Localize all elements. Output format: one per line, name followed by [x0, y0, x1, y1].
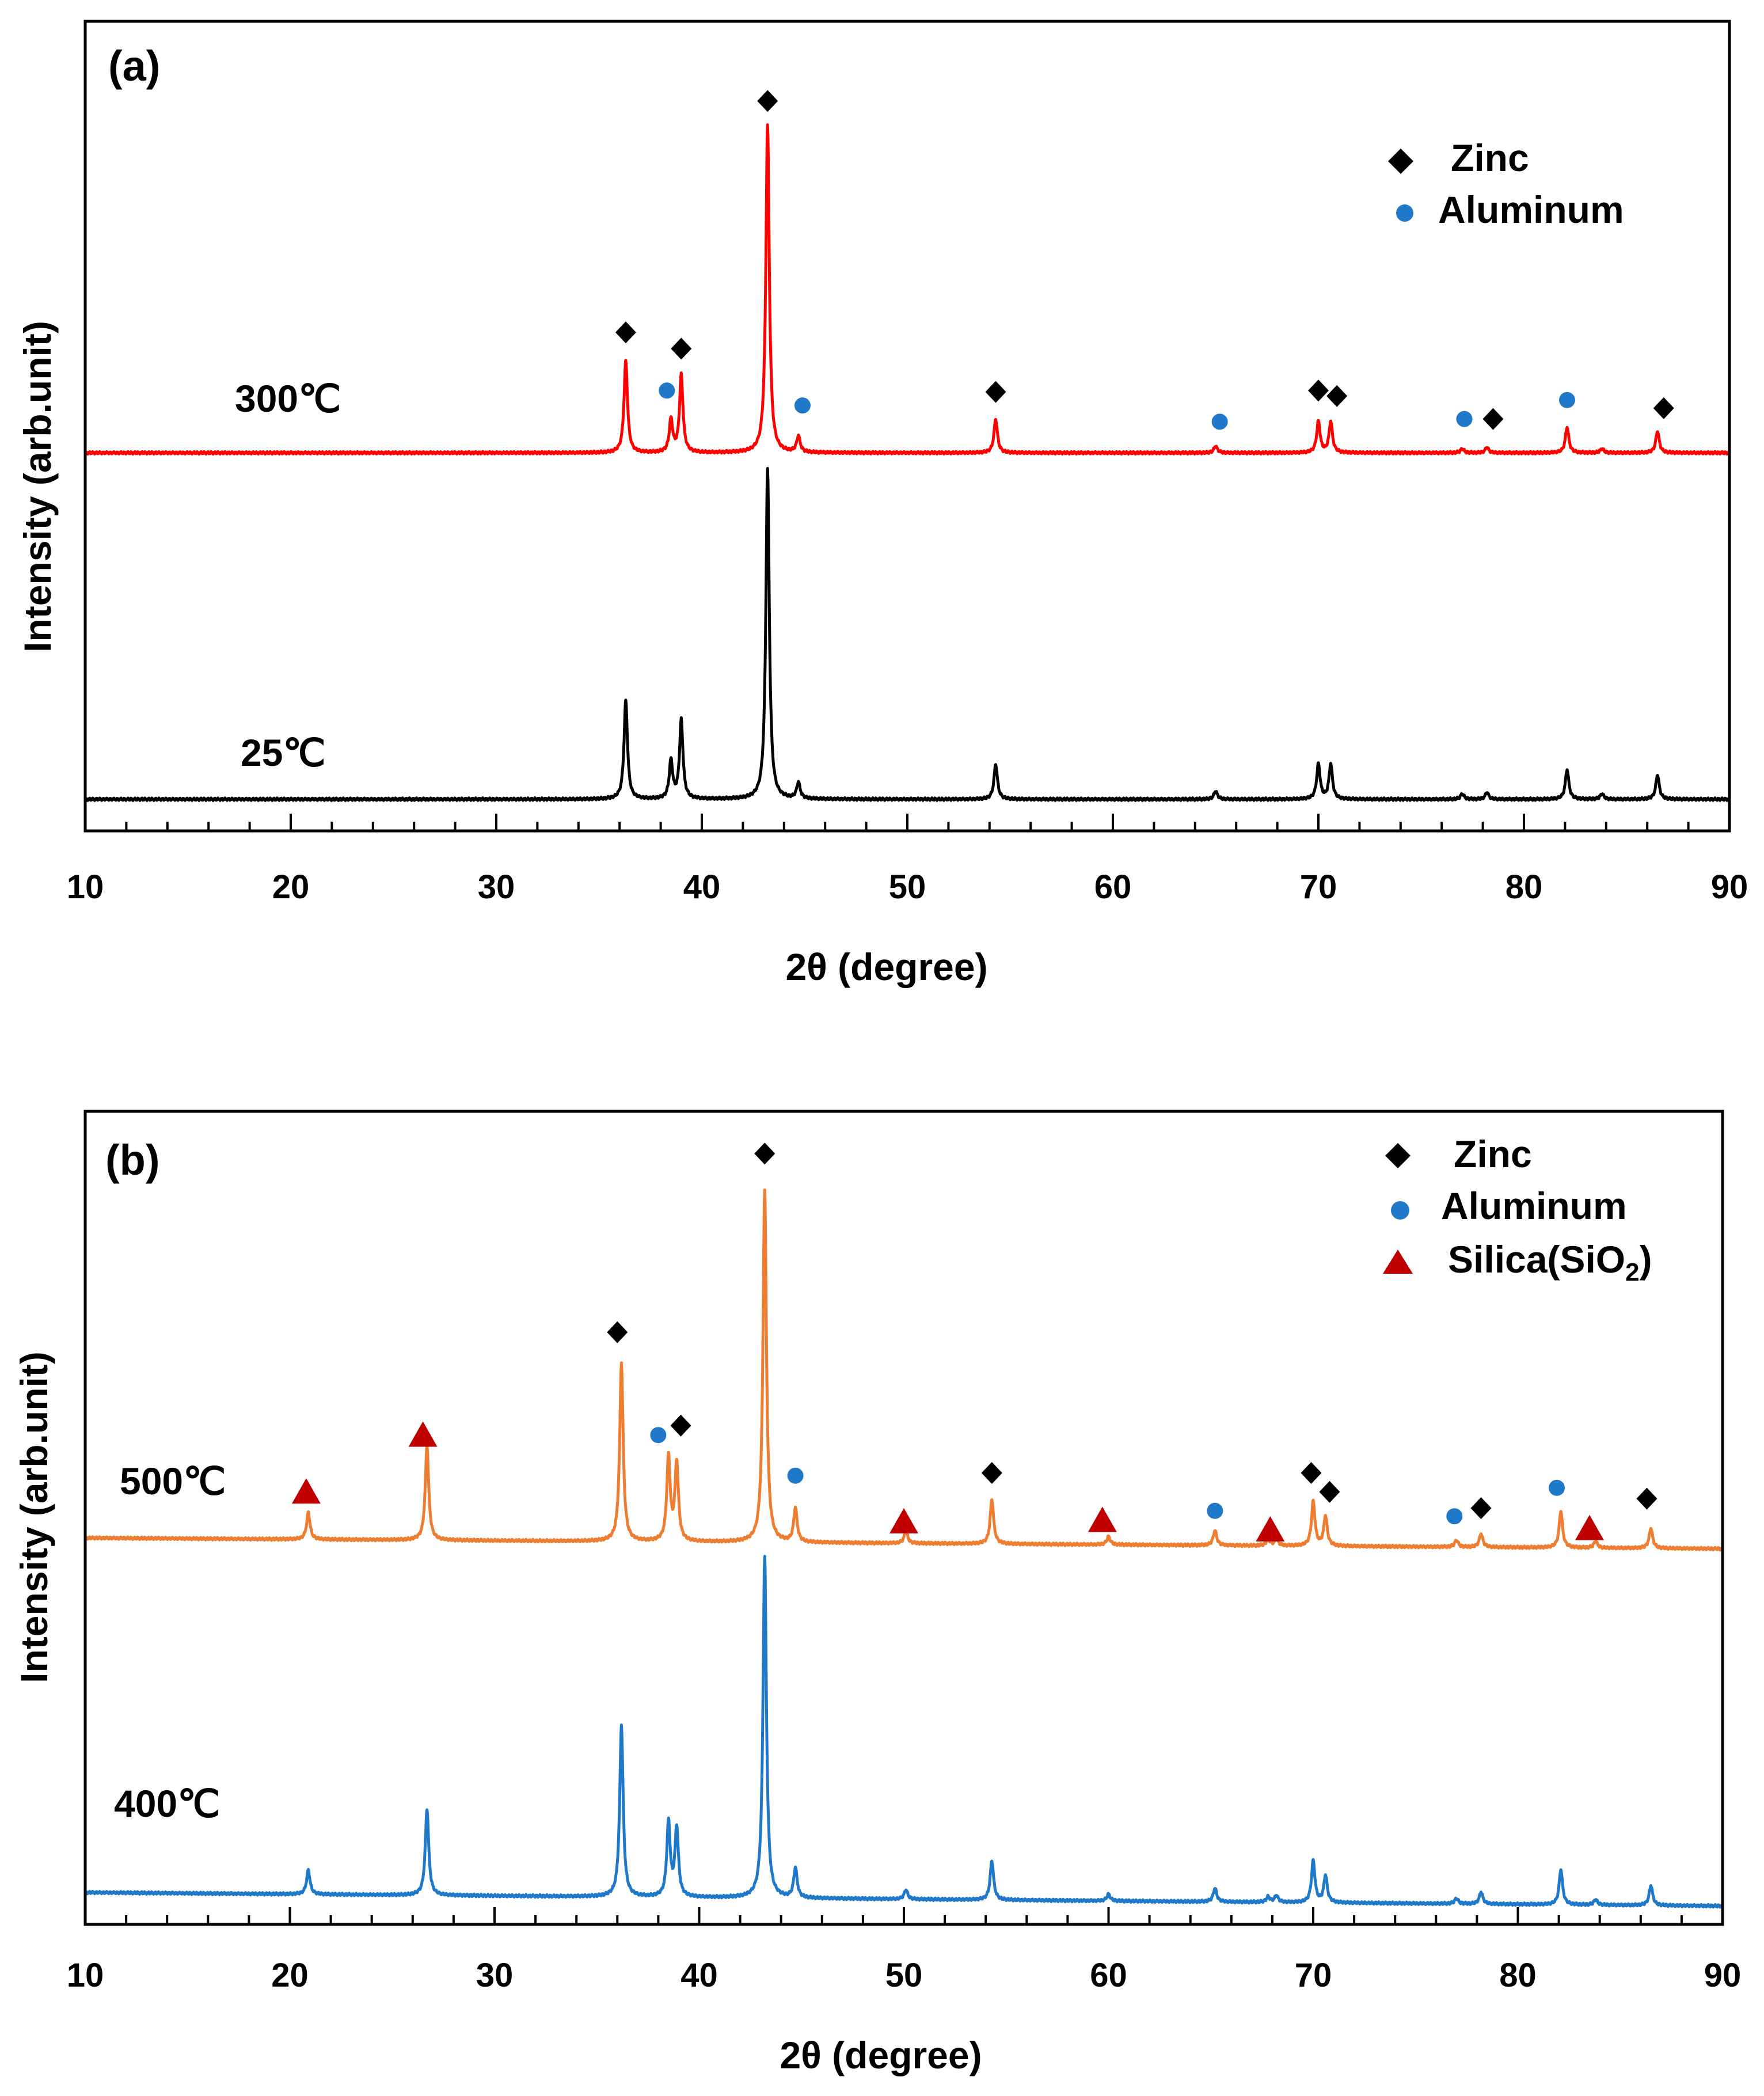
x-tick-label: 40 — [683, 868, 721, 906]
legend-zinc-label: Zinc — [1451, 136, 1529, 179]
circle-peak-marker-icon — [787, 1467, 804, 1484]
legend-zinc-diamond-icon — [1388, 149, 1413, 174]
diamond-peak-marker-icon — [1319, 1480, 1340, 1503]
diamond-peak-marker-icon — [754, 1142, 775, 1165]
legend-aluminum-circle-icon — [1391, 1201, 1409, 1220]
series-line-400 — [83, 1555, 1724, 1909]
series-label-400c: 400℃ — [114, 1782, 220, 1825]
panel-b-label: (b) — [105, 1136, 160, 1184]
legend-silica-subscript: 2 — [1625, 1258, 1639, 1286]
diamond-peak-marker-icon — [1636, 1487, 1657, 1510]
panel-a-x-axis-title: 2θ (degree) — [785, 946, 987, 988]
panel-b-y-axis-title: Intensity (arb.unit) — [13, 1351, 55, 1683]
circle-peak-marker-icon — [1446, 1508, 1463, 1525]
series-line-500 — [83, 1188, 1724, 1552]
circle-peak-marker-icon — [794, 397, 811, 414]
circle-peak-marker-icon — [1456, 411, 1473, 427]
diamond-peak-marker-icon — [1653, 397, 1674, 419]
diamond-peak-marker-icon — [985, 381, 1006, 403]
circle-peak-marker-icon — [650, 1427, 667, 1444]
diamond-peak-marker-icon — [1308, 379, 1329, 402]
series-label-25c: 25℃ — [241, 731, 326, 774]
x-tick-label: 80 — [1506, 868, 1543, 906]
diamond-peak-marker-icon — [607, 1321, 628, 1343]
circle-peak-marker-icon — [1211, 413, 1228, 430]
x-tick-label: 70 — [1300, 868, 1337, 906]
diamond-peak-marker-icon — [1482, 408, 1504, 430]
x-tick-label: 50 — [885, 1957, 923, 1994]
triangle-peak-marker-icon — [1088, 1506, 1117, 1532]
legend-aluminum-label: Aluminum — [1438, 188, 1624, 231]
panel-b: 10 20 30 40 50 60 70 80 90 (b) 2θ (degree) Inten… — [13, 1110, 1742, 2076]
x-tick-label: 20 — [271, 1957, 309, 1994]
diamond-peak-marker-icon — [981, 1462, 1002, 1484]
panel-b-legend: Zinc Aluminum Silica(SiO2) — [1383, 1133, 1652, 1286]
circle-peak-marker-icon — [1558, 392, 1575, 408]
diamond-peak-marker-icon — [1326, 385, 1348, 407]
panel-b-x-ticks: 10 20 30 40 50 60 70 80 90 — [67, 1907, 1742, 1994]
legend-zinc-diamond-icon — [1385, 1143, 1411, 1168]
panel-a-legend: Zinc Aluminum — [1388, 136, 1624, 231]
legend-silica-tail: ) — [1640, 1238, 1652, 1281]
x-tick-label: 10 — [67, 1957, 104, 1994]
series-line-300 — [83, 123, 1731, 456]
diamond-peak-marker-icon — [671, 337, 692, 360]
triangle-peak-marker-icon — [408, 1421, 438, 1447]
x-tick-label: 30 — [478, 868, 515, 906]
diamond-peak-marker-icon — [1470, 1497, 1492, 1520]
diamond-peak-marker-icon — [670, 1414, 691, 1437]
legend-silica-label: Silica(SiO2) — [1448, 1238, 1652, 1286]
legend-silica-triangle-icon — [1383, 1250, 1413, 1274]
legend-zinc-label: Zinc — [1454, 1133, 1532, 1175]
x-tick-label: 60 — [1094, 868, 1132, 906]
x-tick-label: 50 — [889, 868, 926, 906]
x-tick-label: 60 — [1090, 1957, 1127, 1994]
triangle-peak-marker-icon — [1256, 1516, 1285, 1542]
panel-a-label: (a) — [108, 42, 160, 90]
series-label-500c: 500℃ — [120, 1460, 226, 1502]
diamond-peak-marker-icon — [757, 90, 778, 112]
panel-a-x-ticks: 10 20 30 40 50 60 70 80 90 — [67, 814, 1748, 906]
legend-silica-text: Silica(SiO — [1448, 1238, 1625, 1281]
x-tick-label: 90 — [1704, 1957, 1742, 1994]
x-tick-label: 40 — [680, 1957, 718, 1994]
panel-a-plot — [83, 90, 1731, 802]
triangle-peak-marker-icon — [889, 1508, 918, 1533]
panel-a: 10 20 30 40 50 60 70 80 90 (a) 2θ (degree) Inten… — [16, 20, 1748, 988]
circle-peak-marker-icon — [1207, 1502, 1223, 1519]
x-tick-label: 90 — [1711, 868, 1748, 906]
legend-aluminum-circle-icon — [1396, 204, 1413, 222]
panel-a-y-axis-title: Intensity (arb.unit) — [16, 321, 59, 652]
x-tick-label: 20 — [272, 868, 310, 906]
series-line-25 — [83, 467, 1731, 802]
triangle-peak-marker-icon — [291, 1478, 321, 1504]
series-label-300c: 300℃ — [235, 377, 341, 420]
circle-peak-marker-icon — [659, 382, 675, 399]
x-tick-label: 30 — [476, 1957, 514, 1994]
circle-peak-marker-icon — [1549, 1479, 1565, 1496]
x-tick-label: 80 — [1499, 1957, 1537, 1994]
panel-b-plot — [83, 1142, 1724, 1909]
legend-aluminum-label: Aluminum — [1441, 1184, 1627, 1227]
triangle-peak-marker-icon — [1575, 1514, 1604, 1540]
panel-b-x-axis-title: 2θ (degree) — [780, 2034, 982, 2076]
diamond-peak-marker-icon — [615, 321, 636, 344]
diamond-peak-marker-icon — [1301, 1462, 1322, 1484]
x-tick-label: 70 — [1295, 1957, 1332, 1994]
x-tick-label: 10 — [67, 868, 104, 906]
